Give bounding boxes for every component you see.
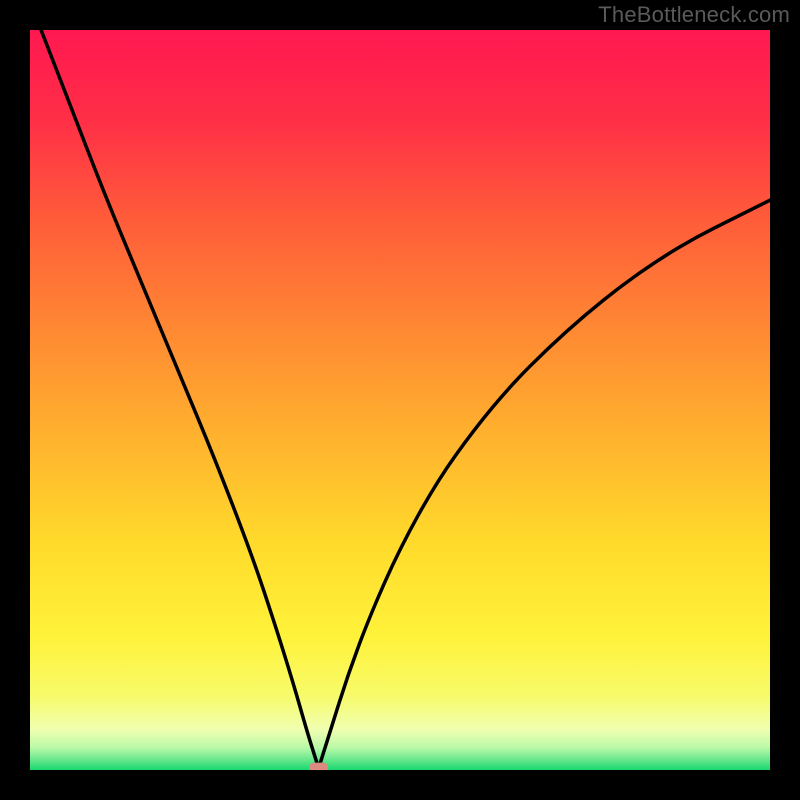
bottleneck-chart — [0, 0, 800, 800]
chart-container: TheBottleneck.com — [0, 0, 800, 800]
plot-gradient-background — [30, 30, 770, 770]
watermark-text: TheBottleneck.com — [598, 2, 790, 28]
